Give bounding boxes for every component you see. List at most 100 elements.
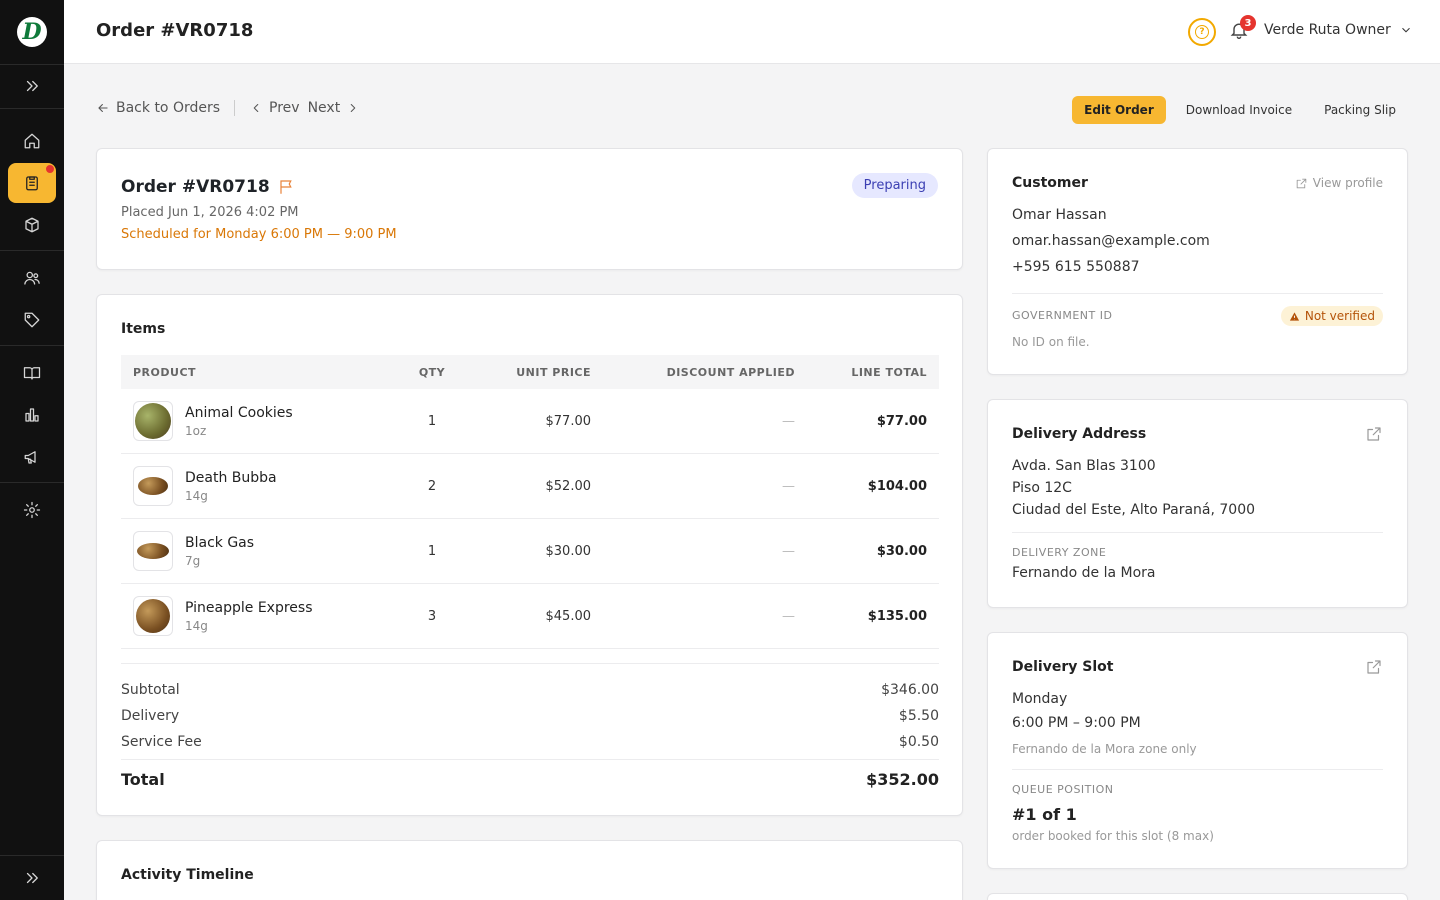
discount-cell: — xyxy=(782,478,795,494)
subtotal-value: $346.00 xyxy=(881,682,939,698)
delivery-value: $5.50 xyxy=(898,708,939,724)
unit-price-cell: $30.00 xyxy=(545,543,592,559)
sidebar-divider xyxy=(0,64,64,65)
verification-badge: Not verified xyxy=(1280,306,1383,326)
product-size: 14g xyxy=(185,488,208,503)
arrow-left-icon xyxy=(98,103,108,113)
table-row: Death Bubba 14g 2 $52.00 — $104.00 xyxy=(121,454,939,519)
product-thumbnail xyxy=(133,596,173,636)
sidebar-item-home[interactable] xyxy=(8,121,56,161)
sidebar-item-catalog[interactable] xyxy=(8,353,56,393)
external-link-icon xyxy=(1296,178,1307,188)
address-line-1: Avda. San Blas 3100 xyxy=(1012,458,1156,474)
warning-icon xyxy=(1289,311,1299,321)
product-name: Black Gas xyxy=(185,534,255,551)
question-icon: ? xyxy=(1195,25,1209,39)
qty-cell: 3 xyxy=(427,608,437,624)
clipboard-icon xyxy=(26,176,38,191)
collapse-sidebar-button[interactable] xyxy=(8,858,56,898)
col-line-total: LINE TOTAL xyxy=(851,365,927,379)
prev-order-link[interactable]: Prev xyxy=(249,100,300,116)
next-order-link[interactable]: Next xyxy=(308,100,361,116)
expand-sidebar-button[interactable] xyxy=(8,66,56,106)
slot-time: 6:00 PM – 9:00 PM xyxy=(1012,715,1141,731)
status-badge: Preparing xyxy=(851,173,938,198)
product-name: Animal Cookies xyxy=(185,404,293,421)
sidebar-divider xyxy=(0,250,64,251)
next-card xyxy=(987,893,1408,900)
product-size: 1oz xyxy=(185,423,207,438)
notification-count-badge: 3 xyxy=(1240,15,1256,31)
sidebar-item-marketing[interactable] xyxy=(8,437,56,477)
qty-cell: 2 xyxy=(427,478,437,494)
users-icon xyxy=(24,271,40,285)
view-profile-link[interactable]: View profile xyxy=(1295,176,1383,190)
home-icon xyxy=(24,133,40,149)
sidebar-item-orders[interactable] xyxy=(8,163,56,203)
flag-icon[interactable] xyxy=(278,178,296,196)
customer-email: omar.hassan@example.com xyxy=(1012,233,1210,249)
chevron-down-icon xyxy=(1401,27,1410,33)
sidebar-item-products[interactable] xyxy=(8,205,56,245)
sidebar-item-settings[interactable] xyxy=(8,490,56,530)
queue-note: order booked for this slot (8 max) xyxy=(1012,829,1214,843)
download-invoice-button[interactable]: Download Invoice xyxy=(1185,103,1293,117)
queue-position: #1 of 1 xyxy=(1012,805,1077,824)
subtotal-row: Subtotal $346.00 xyxy=(121,682,939,698)
unit-price-cell: $77.00 xyxy=(545,413,592,429)
edit-icon xyxy=(1367,427,1381,441)
sidebar-divider xyxy=(0,108,64,109)
address-line-2: Piso 12C xyxy=(1012,480,1072,496)
customer-heading: Customer xyxy=(1012,175,1088,191)
slot-day: Monday xyxy=(1012,691,1068,707)
address-line-3: Ciudad del Este, Alto Paraná, 7000 xyxy=(1012,502,1256,518)
sidebar-item-reports[interactable] xyxy=(8,395,56,435)
order-totals: Subtotal $346.00 Delivery $5.50 Service … xyxy=(121,663,939,789)
notifications-button[interactable]: 3 xyxy=(1229,15,1256,44)
gov-id-note: No ID on file. xyxy=(1012,335,1090,349)
order-scheduled-time: Scheduled for Monday 6:00 PM — 9:00 PM xyxy=(121,227,397,242)
bar-chart-icon xyxy=(25,408,39,422)
discount-cell: — xyxy=(782,413,795,429)
discount-cell: — xyxy=(782,608,795,624)
delivery-row: Delivery $5.50 xyxy=(121,708,939,724)
box-icon xyxy=(25,217,39,233)
book-open-icon xyxy=(23,367,41,380)
activity-heading: Activity Timeline xyxy=(121,867,254,883)
queue-label: QUEUE POSITION xyxy=(1012,783,1114,796)
items-card: Items PRODUCT QTY UNIT PRICE DISCOUNT AP… xyxy=(96,294,963,816)
service-fee-row: Service Fee $0.50 xyxy=(121,734,939,750)
divider xyxy=(1012,769,1383,770)
product-size: 7g xyxy=(185,553,201,568)
edit-order-button[interactable]: Edit Order xyxy=(1072,96,1166,124)
sidebar-divider xyxy=(0,482,64,483)
order-title: Order #VR0718 xyxy=(121,177,296,197)
user-menu[interactable]: Verde Ruta Owner xyxy=(1264,22,1413,38)
help-button[interactable]: ? xyxy=(1188,18,1216,46)
customer-phone: +595 615 550887 xyxy=(1012,259,1140,275)
sidebar-item-promotions[interactable] xyxy=(8,300,56,340)
edit-slot-button[interactable] xyxy=(1365,658,1383,676)
sidebar-divider xyxy=(0,855,64,856)
megaphone-icon xyxy=(24,451,36,464)
col-product: PRODUCT xyxy=(133,365,197,379)
packing-slip-button[interactable]: Packing Slip xyxy=(1324,103,1396,117)
delivery-address-card: Delivery Address Avda. San Blas 3100 Pis… xyxy=(987,399,1408,608)
unit-price-cell: $45.00 xyxy=(545,608,592,624)
slot-heading: Delivery Slot xyxy=(1012,659,1114,675)
items-table: PRODUCT QTY UNIT PRICE DISCOUNT APPLIED … xyxy=(121,355,939,649)
table-header: PRODUCT QTY UNIT PRICE DISCOUNT APPLIED … xyxy=(121,355,939,389)
delivery-zone-label: DELIVERY ZONE xyxy=(1012,546,1107,559)
delivery-zone: Fernando de la Mora xyxy=(1012,565,1156,581)
app-logo[interactable]: D xyxy=(0,0,64,64)
line-total-cell: $77.00 xyxy=(876,413,927,429)
back-to-orders-link[interactable]: Back to Orders xyxy=(96,100,220,116)
sidebar: D xyxy=(0,0,64,900)
chevrons-right-icon xyxy=(26,80,38,92)
edit-address-button[interactable] xyxy=(1365,425,1383,443)
sidebar-item-customers[interactable] xyxy=(8,258,56,298)
orders-alert-dot xyxy=(45,164,55,174)
customer-card: Customer View profile Omar Hassan omar.h… xyxy=(987,148,1408,375)
gear-icon xyxy=(23,501,41,519)
divider xyxy=(1012,532,1383,533)
